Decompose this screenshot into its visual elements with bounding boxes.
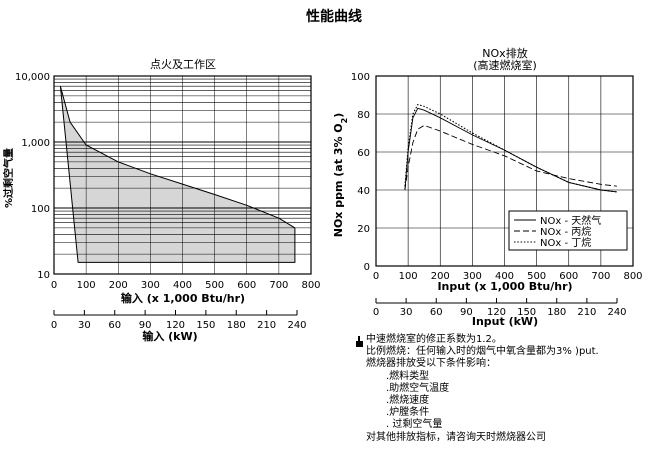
kw-tick-label: 180	[227, 320, 246, 331]
x-tick-label: 500	[205, 280, 224, 291]
kw-tick-label: 150	[517, 307, 536, 318]
plot-frame	[375, 75, 634, 267]
legend-label: NOx - 天然气	[540, 214, 601, 227]
y-tick-label: 40	[357, 186, 370, 197]
kw-tick-label: 150	[196, 320, 215, 331]
kw-tick-label: 120	[487, 307, 506, 318]
chart1-ylabel: %过剩空气量	[2, 148, 15, 208]
chart1-x2label: 输入 (kW)	[142, 329, 197, 343]
note-emission-factors: 燃烧器排放受以下条件影响：	[366, 358, 496, 370]
note-contact: 对其他排放指标，请咨询天时燃烧器公司	[366, 431, 546, 443]
x-tick-label: 800	[301, 280, 320, 291]
chart1-xlabel: 输入 (x 1,000 Btu/hr)	[121, 291, 245, 305]
y-tick-label: 10,000	[15, 72, 50, 83]
note-item: . 过剩空气量	[386, 419, 443, 431]
x-tick-label: 600	[237, 280, 256, 291]
kw-tick-label: 30	[78, 320, 91, 331]
x-tick-label: 100	[399, 271, 418, 282]
kw-tick-label: 0	[373, 307, 379, 318]
chart2-subtitle: (高速燃烧室)	[473, 58, 537, 72]
x-tick-label: 400	[173, 280, 192, 291]
x-tick-label: 300	[463, 271, 482, 282]
y-tick-label: 1,000	[21, 138, 50, 149]
note-proportional-firing: 比例燃烧：任何输入时的烟气中氧含量都为3% )put.	[366, 346, 599, 358]
y-tick-label: 10	[37, 270, 50, 281]
legend-label: NOx - 丙烷	[540, 225, 591, 238]
y-tick-label: 100	[351, 72, 370, 83]
notes-block: 中速燃烧室的修正系数为1.2。 比例燃烧：任何输入时的烟气中氧含量都为3% )p…	[366, 334, 666, 444]
kw-tick-label: 90	[139, 320, 152, 331]
y-tick-label: 20	[357, 224, 370, 235]
x-tick-label: 200	[109, 280, 128, 291]
hand-pointer-icon	[356, 336, 363, 347]
page-title: 性能曲线	[306, 9, 362, 25]
x-tick-label: 500	[527, 271, 546, 282]
legend-label: NOx - 丁烷	[540, 236, 591, 249]
ignition-region	[59, 86, 296, 263]
kw-tick-label: 180	[547, 307, 566, 318]
kw-tick-label: 120	[166, 320, 185, 331]
kw-tick-label: 210	[577, 307, 596, 318]
x-tick-label: 700	[591, 271, 610, 282]
y-tick-label: 60	[357, 148, 370, 159]
y-tick-label: 80	[357, 110, 370, 121]
kw-tick-label: 210	[257, 320, 276, 331]
kw-tick-label: 60	[108, 320, 121, 331]
note-item: .助燃空气温度	[386, 382, 450, 394]
chart2-xlabel: Input (x 1,000 Btu/hr)	[437, 280, 572, 293]
kw-tick-label: 30	[400, 307, 413, 318]
series-line	[404, 107, 617, 193]
x-tick-label: 600	[559, 271, 578, 282]
x-tick-label: 100	[77, 280, 96, 291]
kw-tick-label: 240	[287, 320, 306, 331]
x-tick-label: 200	[431, 271, 450, 282]
x-tick-label: 300	[141, 280, 160, 291]
chart2-x2label: Input (kW)	[472, 315, 538, 328]
plot-frame	[53, 75, 312, 275]
legend-box	[508, 210, 628, 251]
note-correction-factor: 中速燃烧室的修正系数为1.2。	[366, 334, 502, 345]
x-tick-label: 700	[269, 280, 288, 291]
chart1-title: 点火及工作区	[150, 58, 216, 71]
kw-tick-label: 90	[460, 307, 473, 318]
y-tick-label: 0	[364, 262, 370, 273]
kw-tick-label: 0	[51, 320, 57, 331]
x-tick-label: 0	[51, 280, 57, 291]
chart2-ylabel: NOx ppm (at 3% O2)	[332, 113, 349, 238]
kw-tick-label: 60	[430, 307, 443, 318]
series-line	[404, 103, 617, 193]
x-tick-label: 400	[495, 271, 514, 282]
x-tick-label: 800	[623, 271, 642, 282]
kw-tick-label: 240	[607, 307, 626, 318]
chart2-title: NOx排放	[482, 46, 527, 60]
note-item: .炉膛条件	[386, 407, 430, 419]
x-tick-label: 0	[373, 271, 379, 282]
series-line	[404, 124, 617, 191]
y-tick-label: 100	[31, 204, 50, 215]
note-item: .燃料类型	[386, 370, 430, 382]
note-item: .燃烧速度	[386, 395, 430, 407]
